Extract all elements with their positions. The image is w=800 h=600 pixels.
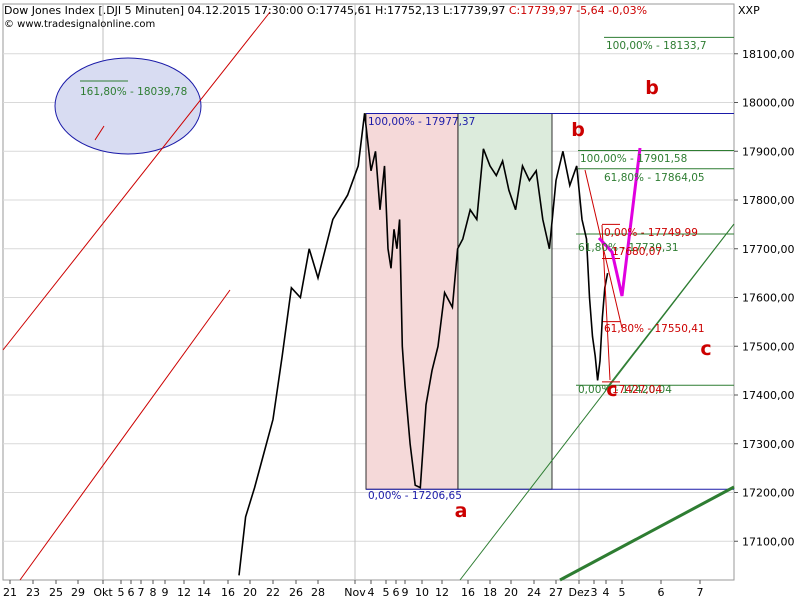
- x-tick-label: 8: [150, 586, 157, 599]
- retracement-line: [601, 224, 611, 381]
- chart-title-line: Dow Jones Index [.DJI 5 Minuten] 04.12.2…: [4, 4, 647, 17]
- fib-annotation: 100,00% - 17977,37: [368, 116, 475, 128]
- fib-annotation: 0,00% - 17749,99: [604, 227, 698, 239]
- fib-annotation: 100,00% - 17901,58: [580, 153, 687, 165]
- x-tick-label: 23: [26, 586, 40, 599]
- x-tick-label: 24: [527, 586, 541, 599]
- fib-annotation: 161,80% - 18039,78: [80, 86, 187, 98]
- x-tick-label: 22: [266, 586, 280, 599]
- x-tick-label: 26: [289, 586, 303, 599]
- x-tick-label: 6: [658, 586, 665, 599]
- x-tick-label: Nov: [344, 586, 366, 599]
- fib-zone-pink: [365, 113, 459, 490]
- x-tick-label: 21: [3, 586, 17, 599]
- y-tick-label: 17700,00: [742, 243, 795, 256]
- x-tick-label: 20: [504, 586, 518, 599]
- x-tick-label: 6: [128, 586, 135, 599]
- fib-annotation: 17680,07: [612, 246, 662, 258]
- x-tick-label: 4: [603, 586, 610, 599]
- copyright-label: © www.tradesignalonline.com: [4, 19, 156, 30]
- ohlc-label: O:17745,61 H:17752,13 L:17739,97: [306, 4, 506, 17]
- trend-line-red: [19, 289, 231, 581]
- x-tick-label: 28: [311, 586, 325, 599]
- trend-line-green: [459, 223, 735, 581]
- y-tick-label: 17500,00: [742, 340, 795, 353]
- x-tick-label: 4: [368, 586, 375, 599]
- y-tick-label: 17800,00: [742, 194, 795, 207]
- x-tick-label: 5: [383, 586, 390, 599]
- datetime-label: 04.12.2015 17:30:00: [187, 4, 304, 17]
- fib-annotation: 17427,04: [612, 384, 662, 396]
- y-tick-label: 17100,00: [742, 535, 795, 548]
- x-tick-label: Okt: [93, 586, 113, 599]
- x-tick-label: 9: [402, 586, 409, 599]
- target-ellipse: [54, 57, 202, 155]
- x-tick-label: 9: [162, 586, 169, 599]
- trend-line-red: [2, 11, 271, 351]
- x-tick-label: 6: [393, 586, 400, 599]
- y-tick-label: 17400,00: [742, 389, 795, 402]
- fib-annotation: 61,80% - 17730,31: [578, 242, 679, 254]
- pointer-line: [94, 125, 105, 141]
- x-tick-label: 5: [118, 586, 125, 599]
- wave-label: b: [645, 77, 659, 99]
- x-tick-label: 12: [435, 586, 449, 599]
- trend-line-green: [559, 485, 735, 582]
- x-tick-label: 3: [591, 586, 598, 599]
- fib-annotation: 61,80% - 17864,05: [604, 172, 705, 184]
- symbol-label: XXP: [738, 4, 760, 17]
- y-tick-label: 17200,00: [742, 487, 795, 500]
- fib-annotation: 0,00% - 17206,65: [368, 490, 462, 502]
- y-tick-label: 17600,00: [742, 292, 795, 305]
- change-label: -5,64 -0,03%: [576, 4, 648, 17]
- close-label: C:17739,97: [508, 4, 573, 17]
- wave-label: b: [571, 119, 585, 141]
- x-tick-label: 14: [197, 586, 211, 599]
- x-tick-label: Dez: [568, 586, 589, 599]
- wave-label: c: [700, 338, 711, 360]
- x-tick-label: 29: [71, 586, 85, 599]
- price-series-line: [238, 113, 609, 576]
- wave-label: c: [606, 379, 617, 401]
- x-tick-label: 16: [221, 586, 235, 599]
- instrument-label: Dow Jones Index [.DJI 5 Minuten]: [4, 4, 184, 17]
- fib-annotation: 100,00% - 18133,7: [606, 40, 707, 52]
- y-tick-label: 18100,00: [742, 48, 795, 61]
- fib-annotation: 61,80% - 17550,41: [604, 323, 705, 335]
- x-tick-label: 7: [138, 586, 145, 599]
- x-tick-label: 10: [415, 586, 429, 599]
- y-tick-label: 17300,00: [742, 438, 795, 451]
- wave-label: a: [455, 500, 468, 522]
- x-tick-label: 12: [177, 586, 191, 599]
- x-tick-label: 18: [483, 586, 497, 599]
- x-tick-label: 5: [619, 586, 626, 599]
- x-tick-label: 20: [243, 586, 257, 599]
- x-tick-label: 16: [461, 586, 475, 599]
- fib-annotation: 0,00% - 17420,04: [578, 384, 672, 396]
- x-tick-label: 27: [549, 586, 563, 599]
- y-tick-label: 17900,00: [742, 145, 795, 158]
- projection-path: [597, 147, 642, 297]
- y-tick-label: 18000,00: [742, 97, 795, 110]
- x-tick-label: 7: [697, 586, 704, 599]
- x-tick-label: 25: [49, 586, 63, 599]
